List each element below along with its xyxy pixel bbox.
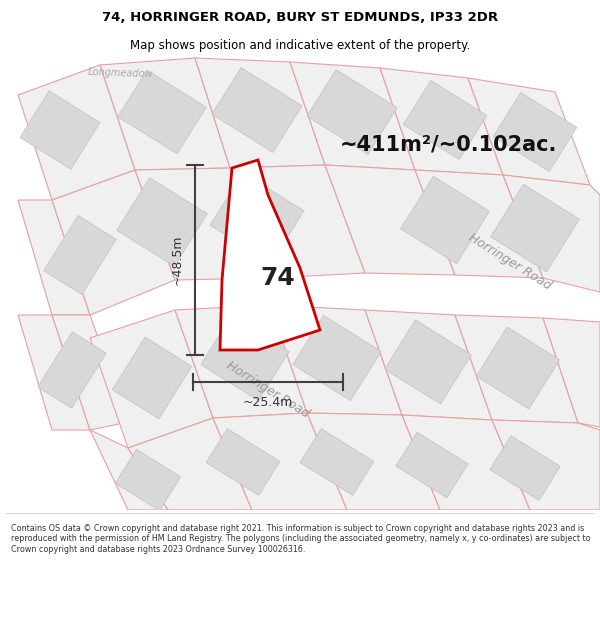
Text: Horringer Road: Horringer Road [224, 359, 312, 421]
Text: Map shows position and indicative extent of the property.: Map shows position and indicative extent… [130, 39, 470, 51]
Polygon shape [90, 310, 213, 448]
Text: 74, HORRINGER ROAD, BURY ST EDMUNDS, IP33 2DR: 74, HORRINGER ROAD, BURY ST EDMUNDS, IP3… [102, 11, 498, 24]
Polygon shape [38, 332, 106, 408]
Polygon shape [195, 58, 325, 168]
Polygon shape [210, 173, 304, 263]
Polygon shape [118, 70, 206, 154]
Polygon shape [493, 92, 577, 171]
Text: Contains OS data © Crown copyright and database right 2021. This information is : Contains OS data © Crown copyright and d… [11, 524, 590, 554]
Polygon shape [307, 69, 397, 154]
Polygon shape [213, 413, 347, 510]
Text: Longmeadow: Longmeadow [88, 67, 154, 79]
Polygon shape [230, 165, 365, 278]
Polygon shape [212, 68, 302, 152]
Polygon shape [206, 429, 280, 496]
Polygon shape [112, 337, 192, 419]
Polygon shape [468, 78, 590, 185]
Polygon shape [201, 316, 289, 401]
Polygon shape [18, 200, 90, 315]
Polygon shape [117, 177, 207, 266]
Polygon shape [18, 65, 135, 200]
Polygon shape [52, 315, 128, 430]
Polygon shape [455, 315, 578, 423]
Polygon shape [401, 176, 490, 264]
Polygon shape [476, 327, 560, 409]
Polygon shape [503, 175, 600, 292]
Polygon shape [175, 305, 307, 418]
Polygon shape [220, 160, 320, 350]
Polygon shape [90, 430, 168, 510]
Polygon shape [365, 310, 492, 420]
Text: ~25.4m: ~25.4m [243, 396, 293, 409]
Polygon shape [270, 305, 402, 415]
Polygon shape [490, 436, 560, 501]
Polygon shape [100, 58, 230, 170]
Polygon shape [325, 165, 455, 275]
Polygon shape [402, 415, 530, 510]
Polygon shape [20, 91, 100, 169]
Polygon shape [492, 420, 600, 510]
Polygon shape [396, 432, 468, 498]
Polygon shape [307, 413, 440, 510]
Text: ~411m²/~0.102ac.: ~411m²/~0.102ac. [340, 135, 557, 155]
Polygon shape [52, 170, 175, 315]
Polygon shape [18, 315, 90, 430]
Polygon shape [403, 81, 487, 159]
Polygon shape [128, 418, 252, 510]
Polygon shape [380, 68, 503, 175]
Polygon shape [44, 216, 116, 294]
Polygon shape [385, 320, 472, 404]
Text: ~48.5m: ~48.5m [170, 235, 184, 285]
Polygon shape [491, 184, 580, 272]
Text: Horringer Road: Horringer Road [466, 231, 554, 292]
Polygon shape [293, 316, 381, 401]
Polygon shape [290, 62, 415, 170]
Text: 74: 74 [260, 266, 295, 290]
Polygon shape [135, 168, 270, 280]
Polygon shape [115, 449, 181, 511]
Polygon shape [543, 318, 600, 427]
Polygon shape [415, 170, 543, 278]
Polygon shape [300, 429, 374, 496]
